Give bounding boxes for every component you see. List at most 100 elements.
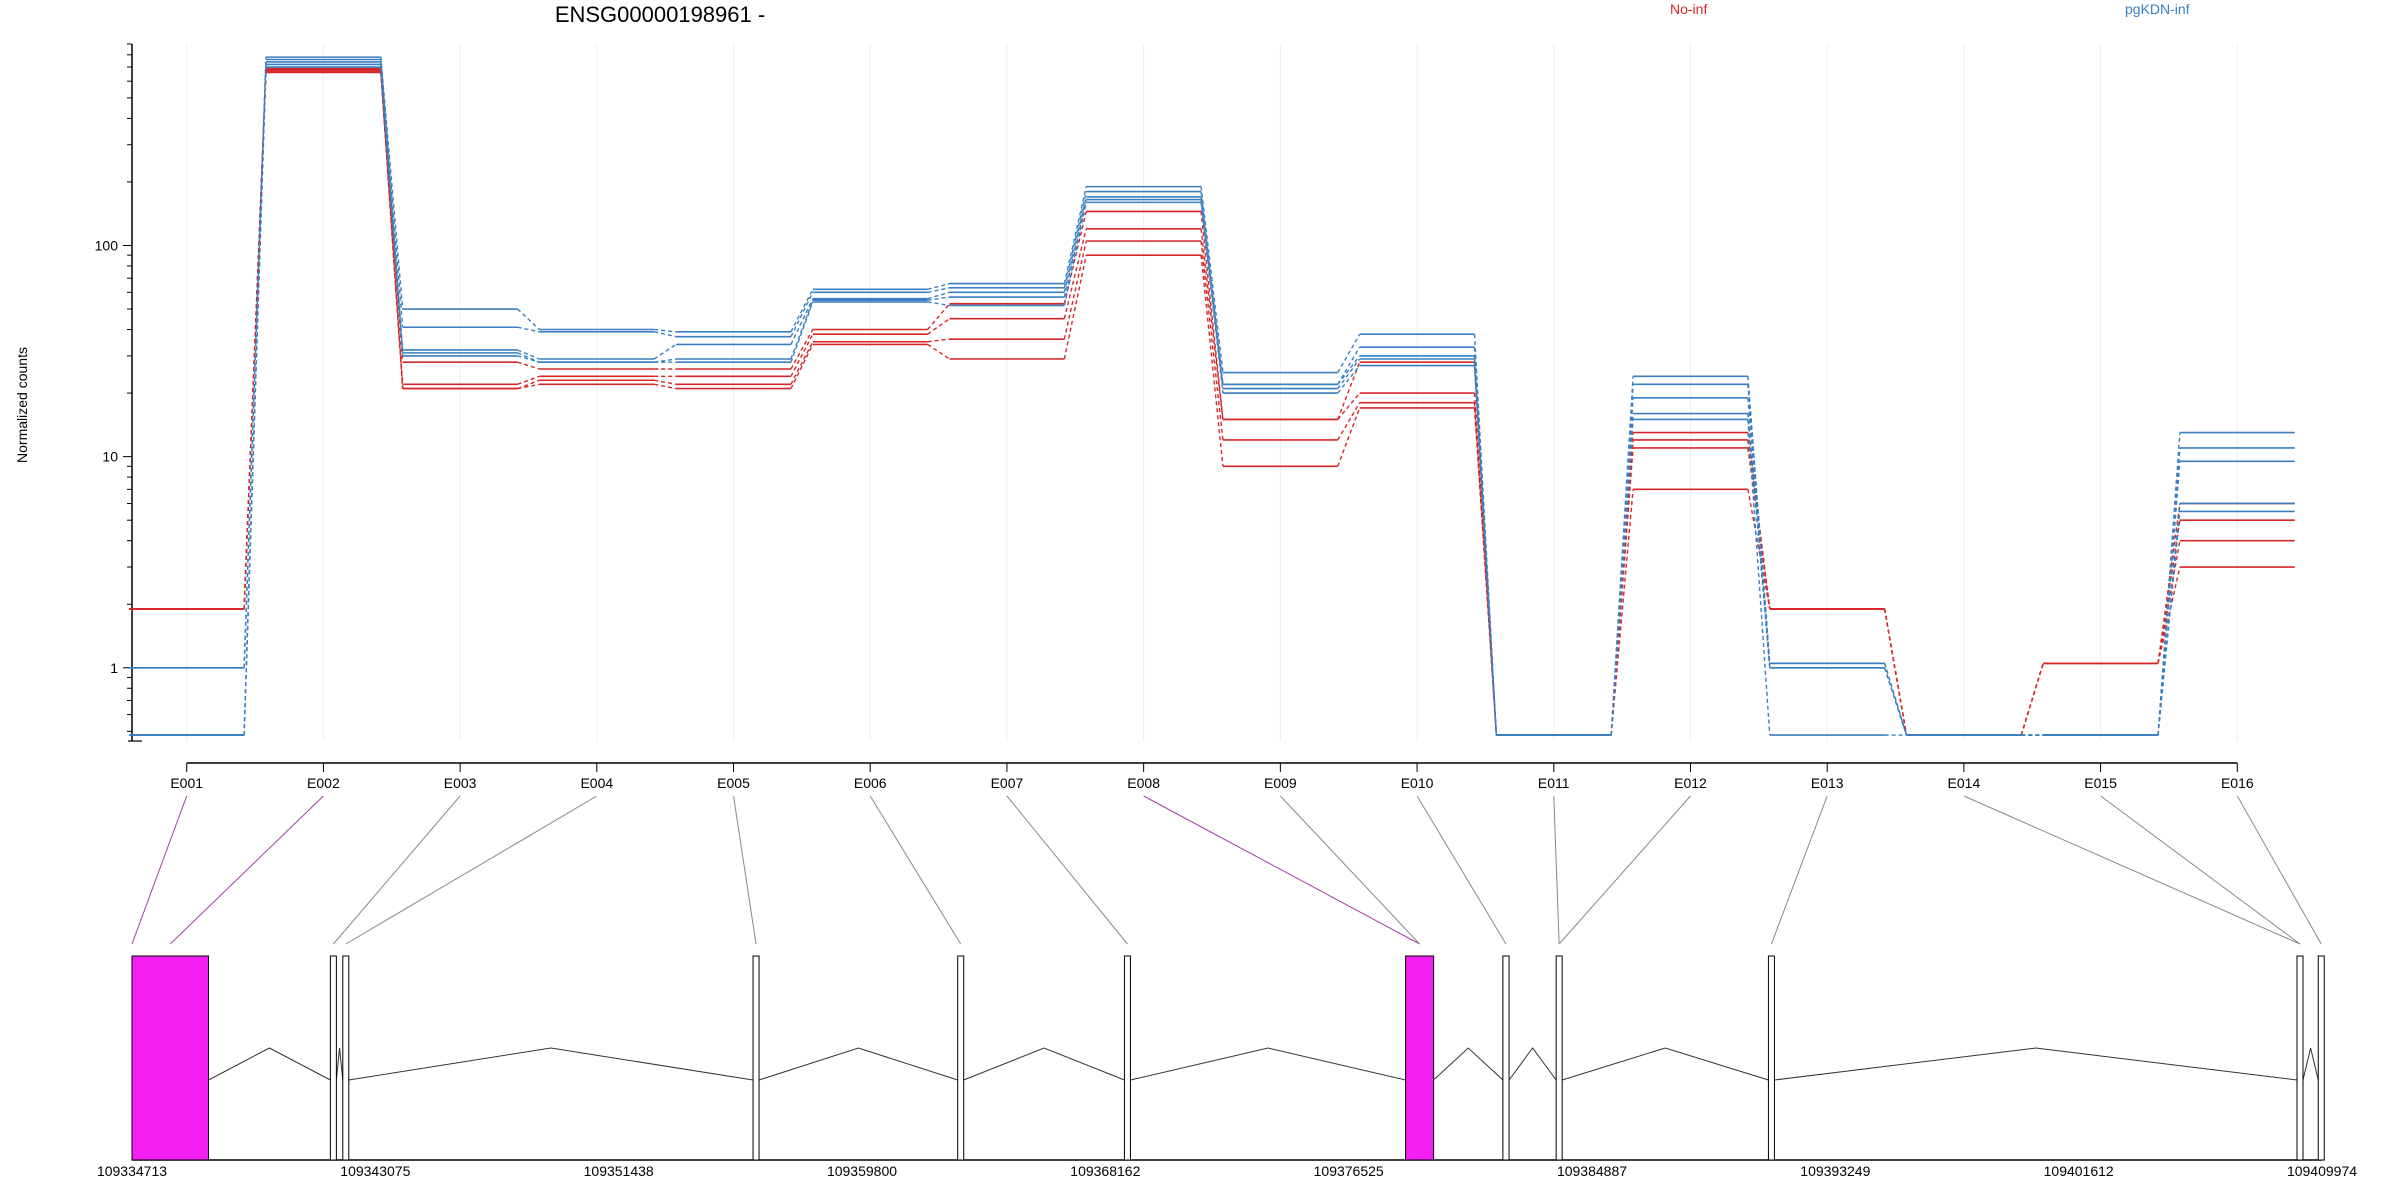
genome-coordinate-label: 109334713 <box>97 1163 167 1179</box>
intron-connector <box>208 1047 331 1081</box>
exon-link-E015 <box>2100 795 2301 945</box>
series-connector <box>517 349 540 360</box>
series-connector <box>1337 358 1361 390</box>
series-connector <box>2157 447 2181 736</box>
series-connector <box>517 361 540 370</box>
legend-entry-pgkdn-inf: pgKDN-inf <box>2125 1 2190 17</box>
exon-link-E004 <box>345 795 598 945</box>
x-tick-label-E009: E009 <box>1264 775 1297 791</box>
genome-coordinate-label: 109401612 <box>2044 1163 2114 1179</box>
exon-link-E012 <box>1558 795 1691 945</box>
series-connector <box>790 292 814 337</box>
series-connector <box>1063 228 1087 319</box>
chart-title: ENSG00000198961 - <box>554 2 766 27</box>
genome-coordinate-label: 109343075 <box>340 1163 410 1179</box>
exon-link-E007 <box>1006 795 1128 945</box>
genome-coordinate-label: 109409974 <box>2287 1163 2357 1179</box>
intron-connector <box>758 1047 958 1081</box>
series-connector <box>1610 376 1634 736</box>
chart-grid <box>186 44 2238 741</box>
exon-block-E004 <box>342 955 350 1161</box>
series-connector <box>927 338 950 343</box>
series-connector <box>927 287 950 294</box>
series-connector <box>1337 361 1361 420</box>
intron-connector <box>2302 1047 2319 1081</box>
series-connector <box>1200 202 1224 394</box>
exon-block-E011-E012 <box>1555 955 1563 1161</box>
exon-link-E011 <box>1553 795 1560 945</box>
x-tick-label-E013: E013 <box>1811 775 1844 791</box>
exon-link-E006 <box>869 795 962 945</box>
series-connector <box>1610 489 1634 736</box>
series-connector <box>1063 196 1087 293</box>
exon-block-E010 <box>1502 955 1510 1161</box>
x-tick-label-E002: E002 <box>307 775 340 791</box>
series-No-inf-1 <box>129 67 2295 736</box>
exon-link-E008 <box>1143 795 1420 945</box>
x-tick-label-E011: E011 <box>1538 775 1570 791</box>
exon-link-E013 <box>1770 795 1828 945</box>
series-connector <box>2157 503 2181 664</box>
series-connector <box>517 308 540 331</box>
series-pgKDN-inf-7 <box>129 61 2295 736</box>
series-pgKDN-inf-6 <box>129 58 2295 736</box>
series-connector <box>790 289 814 333</box>
series-connector <box>2157 511 2181 736</box>
x-tick-label-E016: E016 <box>2221 775 2254 791</box>
series-No-inf-4 <box>129 71 2295 736</box>
series-connector <box>790 341 814 385</box>
series-connector <box>1337 355 1361 385</box>
x-tick-label-E003: E003 <box>444 775 477 791</box>
genome-coordinate-label: 109359800 <box>827 1163 897 1179</box>
series-connector <box>790 300 814 360</box>
exon-block-E007 <box>1123 955 1131 1161</box>
exon-block-E001-E002 <box>131 955 210 1161</box>
series-connector <box>517 375 540 385</box>
series-connector <box>1337 407 1361 467</box>
exon-link-E002 <box>169 795 324 945</box>
exon-block-E016 <box>2317 955 2325 1161</box>
series-connector <box>654 331 677 338</box>
series-connector <box>1063 240 1087 340</box>
series-connector <box>654 379 677 386</box>
x-tick-label-E005: E005 <box>717 775 750 791</box>
series-connector <box>1200 186 1224 373</box>
y-tick-label: 1 <box>110 660 118 676</box>
series-connector <box>1473 355 1498 736</box>
series-connector <box>927 318 950 335</box>
x-tick-label-E012: E012 <box>1674 775 1707 791</box>
series-connector <box>1747 447 1771 610</box>
series-connector <box>1883 663 1908 736</box>
series-connector <box>927 296 950 301</box>
series-connector <box>1337 365 1361 394</box>
series-connector <box>1063 186 1087 284</box>
series-connector <box>1337 346 1361 385</box>
x-tick-label-E007: E007 <box>991 775 1024 791</box>
intron-connector <box>348 1047 754 1081</box>
series-connector <box>380 66 404 356</box>
x-tick-label-E014: E014 <box>1948 775 1981 791</box>
series-connector <box>1473 365 1498 736</box>
genome-coordinate-label: 109393249 <box>1800 1163 1870 1179</box>
series-connector <box>1337 392 1361 420</box>
exon-block-E008-E009 <box>1405 955 1435 1161</box>
series-connector <box>380 72 404 389</box>
chart-series <box>129 56 2295 736</box>
series-connector <box>1747 419 1771 736</box>
intron-connector <box>1774 1047 2298 1081</box>
series-connector <box>654 328 677 333</box>
series-connector <box>1063 199 1087 298</box>
x-tick-label-E010: E010 <box>1401 775 1434 791</box>
series-connector <box>1610 447 1634 736</box>
series-connector <box>1610 419 1634 736</box>
genome-coordinate-label: 109376525 <box>1314 1163 1384 1179</box>
exon-block-E005 <box>752 955 760 1161</box>
series-connector <box>243 67 267 736</box>
series-connector <box>243 72 267 609</box>
series-connector <box>1063 255 1087 360</box>
gene-model: 109334713 109343075 109351438 109359800 1093… <box>97 955 2357 1179</box>
exon-link-E003 <box>332 795 461 945</box>
series-connector <box>1747 489 1771 610</box>
exon-block-E014-E015 <box>2296 955 2304 1161</box>
y-tick-label: 100 <box>95 237 119 253</box>
